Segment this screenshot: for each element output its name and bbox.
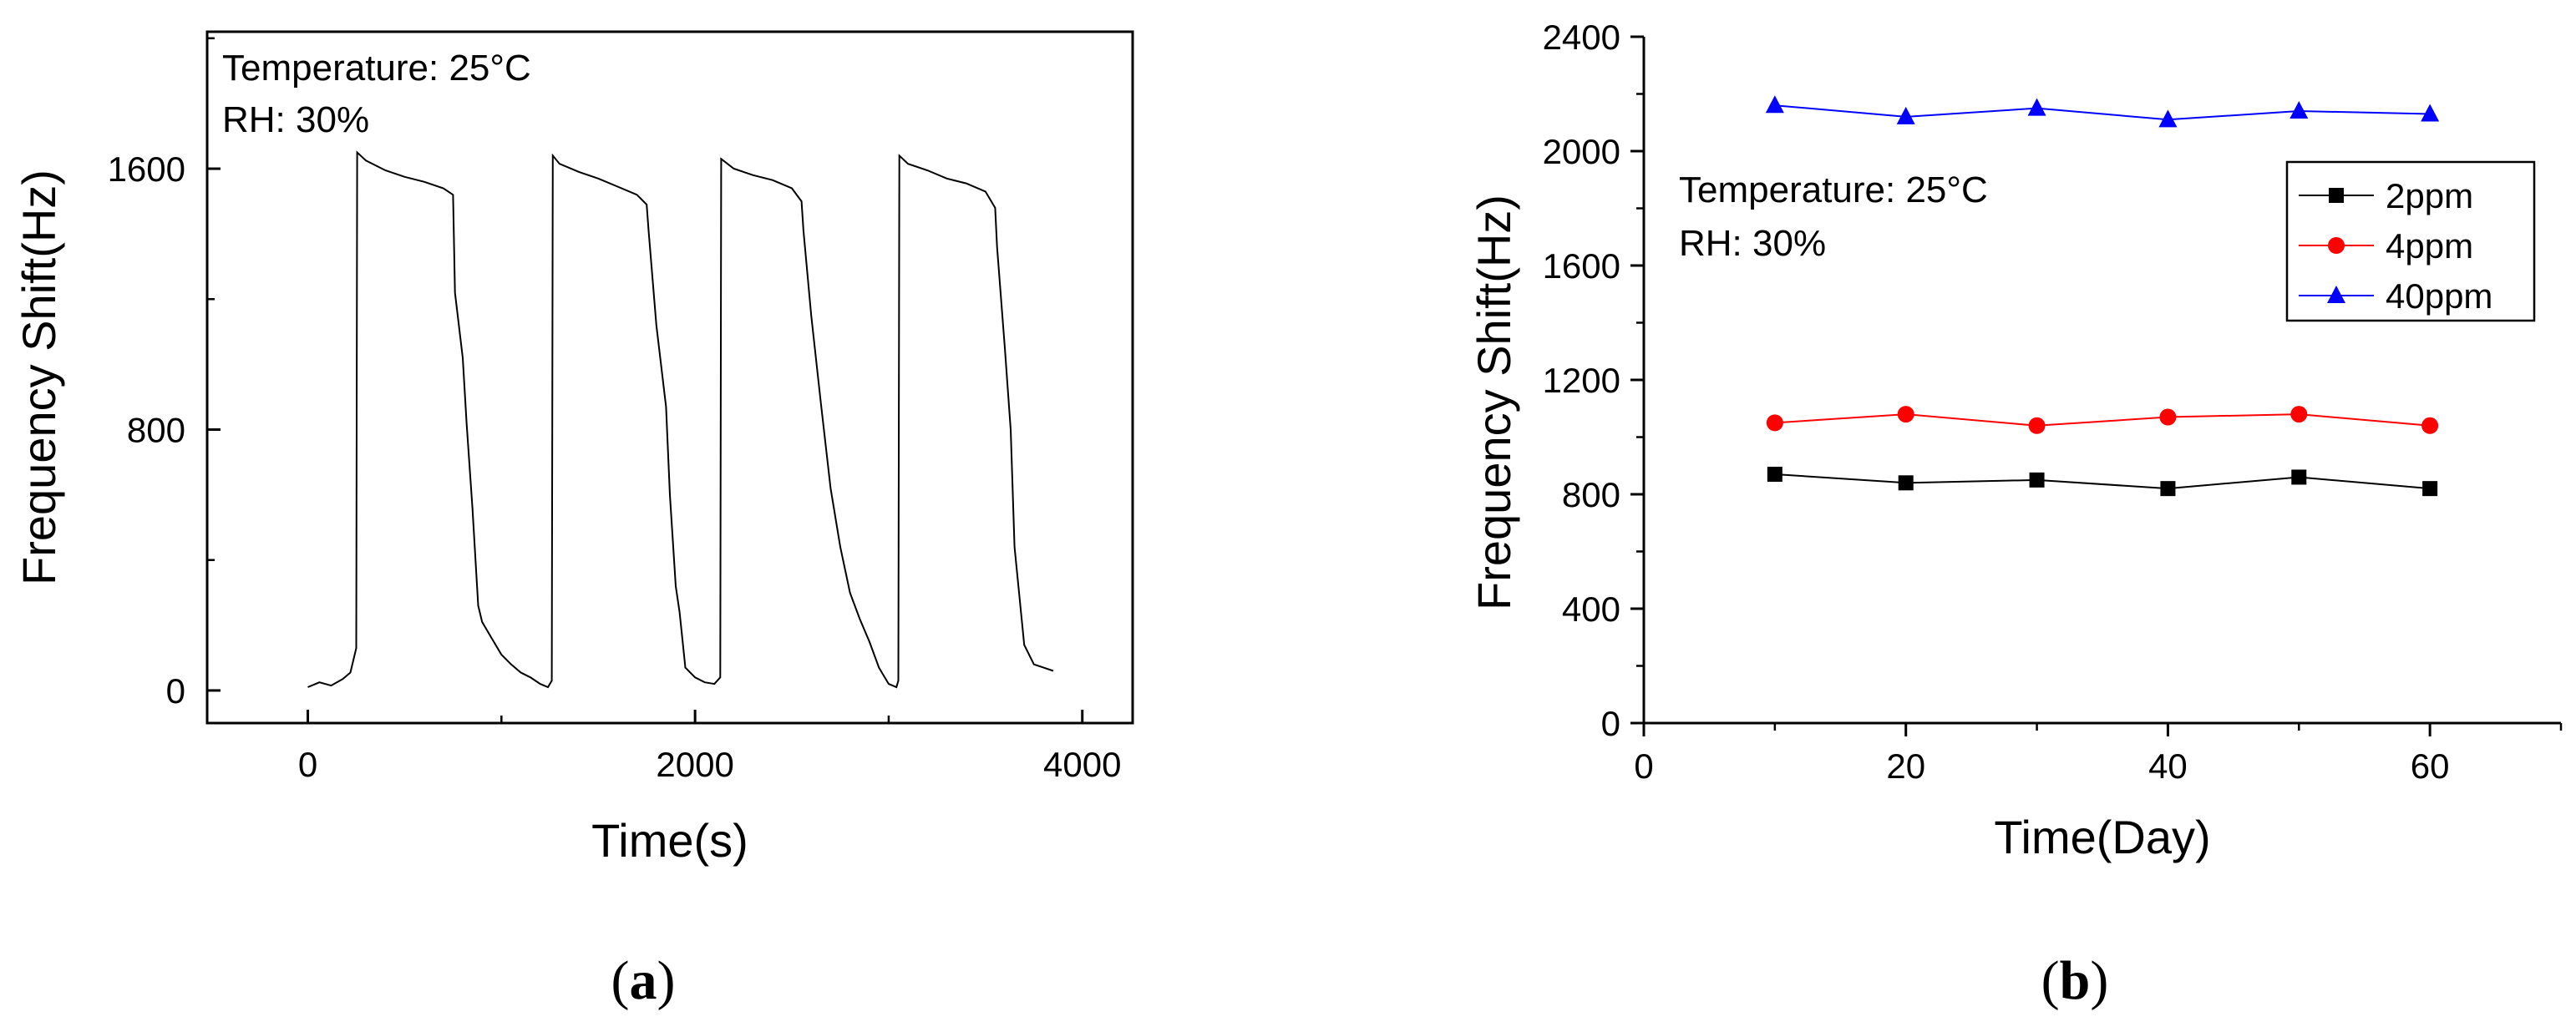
- panel-a-y-tick-label: 0: [166, 671, 185, 711]
- series-line-40ppm: [1774, 104, 2431, 121]
- series-line-2ppm: [1774, 473, 2431, 490]
- data-point-4ppm: [2421, 417, 2439, 434]
- legend-label-4ppm: 4ppm: [2386, 226, 2473, 266]
- legend-marker-2ppm: [2329, 188, 2344, 203]
- data-point-40ppm: [2289, 101, 2309, 119]
- panel-b-x-tick-label: 60: [2411, 746, 2450, 786]
- panel-b-annotation-rh: RH: 30%: [1679, 223, 1826, 264]
- panel-a-y-tick-label: 1600: [108, 149, 185, 189]
- panel-a-plot-frame: [205, 30, 1134, 725]
- panel-b-tick-labels: 0 20 40 60 0 400 800 1200 1600 2000 2400: [1543, 18, 2450, 786]
- panel-b-y-tick-label: 400: [1562, 589, 1620, 629]
- panel-a-tick-labels: 0 2000 4000 0 800 1600: [108, 149, 1122, 784]
- data-point-2ppm: [2291, 469, 2307, 485]
- panel-a-series-line: [307, 150, 1054, 689]
- panel-b-x-tick-label: 40: [2148, 746, 2188, 786]
- legend-label-40ppm: 40ppm: [2386, 276, 2492, 316]
- legend-marker-4ppm: [2328, 237, 2345, 254]
- panel-b: 0 20 40 60 0 400 800 1200 1600 2000 2400 Temperatu…: [1468, 18, 2563, 1011]
- panel-b-x-tick-label: 0: [1634, 746, 1653, 786]
- panel-b-axes: [1642, 37, 2561, 725]
- panel-a: 0 2000 4000 0 800 1600 Temperature: 25°C RH: …: [13, 30, 1134, 1011]
- data-point-4ppm: [2159, 408, 2177, 426]
- panel-b-caption-letter: b: [2060, 950, 2091, 1011]
- data-point-40ppm: [1765, 95, 1784, 114]
- data-point-2ppm: [1898, 475, 1914, 491]
- data-point-2ppm: [2160, 481, 2176, 497]
- data-point-4ppm: [1897, 406, 1914, 423]
- data-point-4ppm: [1766, 414, 1783, 432]
- panel-b-y-tick-label: 1200: [1543, 361, 1620, 400]
- panel-a-y-axis-label: Frequency Shift(Hz): [13, 169, 65, 585]
- legend-box: [2285, 160, 2536, 322]
- panel-b-y-axis-label: Frequency Shift(Hz): [1468, 195, 1520, 610]
- data-point-4ppm: [2290, 406, 2308, 423]
- panel-b-ticks: [1630, 35, 2563, 736]
- data-point-4ppm: [2028, 417, 2046, 434]
- panel-b-caption: (b): [2041, 950, 2109, 1011]
- panel-a-x-tick-label: 0: [298, 745, 317, 784]
- panel-a-x-tick-label: 2000: [656, 745, 733, 784]
- legend-marker-40ppm: [2327, 286, 2345, 303]
- panel-a-caption: (a): [611, 950, 676, 1011]
- data-point-40ppm: [1896, 106, 1915, 124]
- panel-b-x-axis-label: Time(Day): [1994, 811, 2210, 863]
- panel-b-y-tick-label: 1600: [1543, 246, 1620, 286]
- legend-label-2ppm: 2ppm: [2386, 176, 2473, 215]
- panel-a-annotation-temperature: Temperature: 25°C: [222, 48, 531, 89]
- panel-b-y-tick-label: 800: [1562, 475, 1620, 514]
- panel-a-annotation-rh: RH: 30%: [222, 99, 369, 140]
- panel-b-series: [1765, 95, 2440, 497]
- panel-b-y-tick-label: 2000: [1543, 132, 1620, 171]
- data-point-2ppm: [1767, 467, 1782, 483]
- panel-b-y-tick-label: 0: [1601, 704, 1620, 743]
- data-point-2ppm: [2422, 481, 2438, 497]
- data-point-2ppm: [2029, 472, 2045, 488]
- panel-b-x-tick-label: 20: [1886, 746, 1925, 786]
- panel-a-ticks: [207, 37, 1084, 723]
- panel-a-x-tick-label: 4000: [1043, 745, 1121, 784]
- data-point-40ppm: [2158, 109, 2178, 128]
- series-line-4ppm: [1774, 413, 2431, 427]
- panel-a-y-tick-label: 800: [127, 410, 185, 449]
- panel-a-x-axis-label: Time(s): [591, 814, 748, 867]
- panel-b-y-tick-label: 2400: [1543, 18, 1620, 57]
- panel-b-legend: 2ppm 4ppm 40ppm: [2285, 160, 2536, 322]
- panel-b-annotation-temperature: Temperature: 25°C: [1679, 169, 1988, 210]
- panel-a-caption-letter: a: [630, 950, 657, 1011]
- data-point-40ppm: [2421, 104, 2440, 122]
- data-point-40ppm: [2027, 98, 2046, 116]
